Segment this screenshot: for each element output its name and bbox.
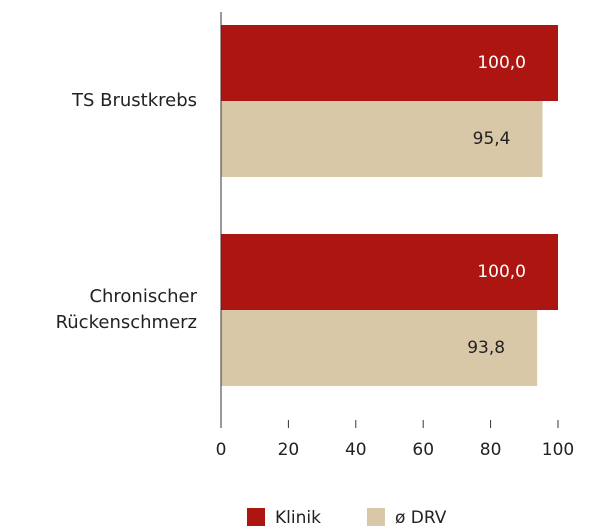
bar xyxy=(221,310,538,386)
value-label: 100,0 xyxy=(477,262,526,282)
x-tick-label: 60 xyxy=(412,440,434,460)
value-label: 93,8 xyxy=(467,338,505,358)
x-tick-label: 80 xyxy=(480,440,502,460)
category-label: TS Brustkrebs xyxy=(71,90,197,111)
x-tick-label: 0 xyxy=(216,440,227,460)
legend-swatch xyxy=(366,508,385,526)
legend-swatch xyxy=(247,508,265,526)
value-label: 100,0 xyxy=(477,53,526,73)
x-tick-label: 40 xyxy=(345,440,367,460)
bar xyxy=(221,101,543,177)
value-label: 95,4 xyxy=(473,129,511,149)
legend-label: Klinik xyxy=(275,508,321,528)
bar xyxy=(221,25,558,101)
x-tick-label: 100 xyxy=(542,440,574,460)
bar xyxy=(221,234,558,310)
category-label: Chronischer Rückenschmerz xyxy=(55,286,197,333)
x-tick-label: 20 xyxy=(278,440,300,460)
legend-label: ø DRV xyxy=(395,508,447,528)
